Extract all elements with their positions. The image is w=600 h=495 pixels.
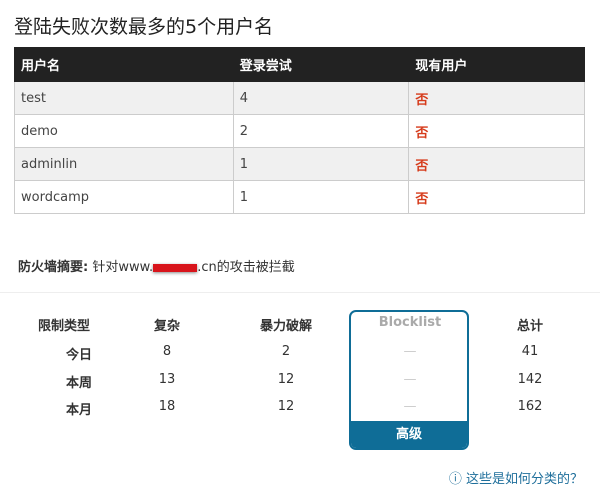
cell: 否 xyxy=(408,147,585,181)
cell: 4 xyxy=(232,81,410,115)
cell: wordcamp xyxy=(14,180,234,214)
stats-header-blocklist: Blocklist xyxy=(378,315,442,330)
col-username: 用户名 xyxy=(14,47,234,82)
cell: 否 xyxy=(408,180,585,214)
stats-header-complex: 复杂 xyxy=(153,319,180,334)
table-row: wordcamp 1 否 xyxy=(14,180,585,214)
blocklist-column: 高级 xyxy=(349,310,469,450)
firewall-label: 防火墙摘要: xyxy=(18,260,89,275)
firewall-suffix: .cn的攻击被拦截 xyxy=(197,260,295,275)
upgrade-button[interactable]: 高级 xyxy=(351,421,467,448)
redaction-mark xyxy=(153,263,198,272)
table-row: test 4 否 xyxy=(14,81,585,115)
stat-value: 12 xyxy=(277,399,295,414)
cell: 1 xyxy=(232,180,410,214)
row-label: 本月 xyxy=(65,403,92,418)
cell: 1 xyxy=(232,147,410,181)
stat-value: 41 xyxy=(521,344,539,359)
table-header: 用户名 登录尝试 现有用户 xyxy=(14,47,585,82)
stats-header-total: 总计 xyxy=(516,319,543,334)
stat-value: 8 xyxy=(162,344,172,359)
cell: 否 xyxy=(408,81,585,115)
stat-value: 142 xyxy=(517,372,543,387)
cell: test xyxy=(14,81,234,115)
stats-header-bruteforce: 暴力破解 xyxy=(259,319,312,334)
stat-value: 162 xyxy=(517,399,543,414)
stats-header-type: 限制类型 xyxy=(37,319,90,334)
stat-value: — xyxy=(403,344,417,359)
col-existing: 现有用户 xyxy=(408,47,585,82)
firewall-summary: 防火墙摘要: 针对www. .cn的攻击被拦截 xyxy=(18,256,295,275)
stat-value: 12 xyxy=(277,372,295,387)
cell: adminlin xyxy=(14,147,234,181)
row-label: 本周 xyxy=(65,376,92,391)
page-title: 登陆失败次数最多的5个用户名 xyxy=(14,16,274,38)
table-row: adminlin 1 否 xyxy=(14,147,585,181)
cell: demo xyxy=(14,114,234,148)
stat-value: 2 xyxy=(281,344,291,359)
stat-value: 13 xyxy=(158,372,176,387)
help-circle-icon: ⓘ xyxy=(448,472,462,487)
stat-value: — xyxy=(403,399,417,414)
row-label: 今日 xyxy=(65,348,92,363)
cell: 2 xyxy=(232,114,410,148)
table-row: demo 2 否 xyxy=(14,114,585,148)
help-link[interactable]: ⓘ 这些是如何分类的？ xyxy=(449,468,583,487)
stat-value: — xyxy=(403,372,417,387)
col-attempts: 登录尝试 xyxy=(232,47,410,82)
help-link-text: 这些是如何分类的？ xyxy=(465,472,583,487)
firewall-prefix: 针对www. xyxy=(92,260,154,275)
users-table: 用户名 登录尝试 现有用户 test 4 否 demo 2 否 adminlin 1 否 w… xyxy=(14,47,585,214)
stat-value: 18 xyxy=(158,399,176,414)
divider xyxy=(0,292,600,293)
cell: 否 xyxy=(408,114,585,148)
